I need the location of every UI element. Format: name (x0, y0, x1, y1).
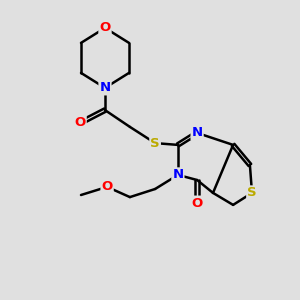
Text: O: O (101, 180, 113, 194)
Text: S: S (150, 136, 160, 150)
Text: S: S (247, 186, 257, 200)
Text: O: O (191, 196, 203, 210)
Text: O: O (99, 21, 111, 34)
Text: N: N (191, 126, 203, 140)
Text: N: N (99, 81, 111, 94)
Text: O: O (74, 116, 86, 130)
Text: N: N (172, 168, 184, 182)
